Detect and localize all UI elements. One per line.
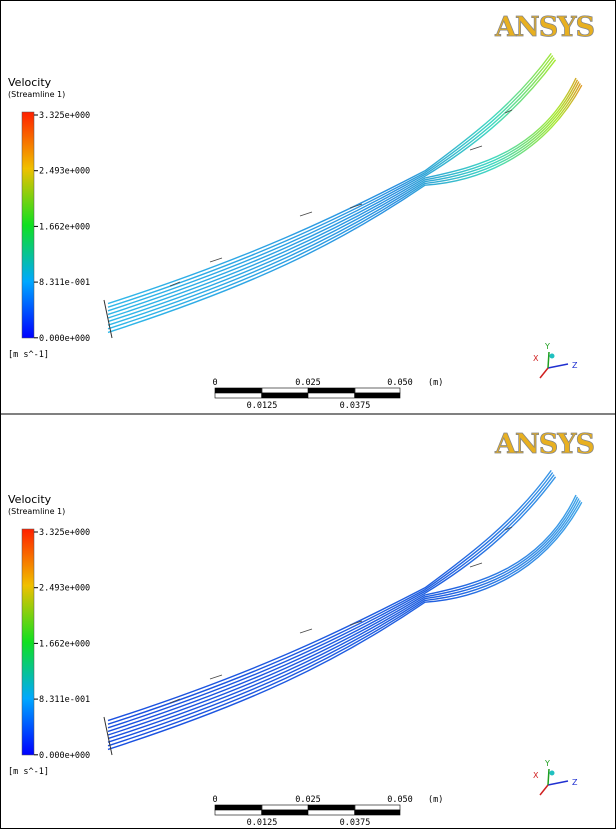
scale-unit: (m)	[428, 795, 443, 805]
streamline	[108, 473, 553, 725]
scale-label: 0.0375	[340, 401, 371, 411]
legend-units: [m s^-1]	[8, 350, 49, 360]
logo: ANSYS	[494, 429, 594, 460]
colorbar-label: 2.493e+000	[39, 167, 90, 177]
streamlines	[108, 53, 582, 332]
colorbar-label: 2.493e+000	[39, 584, 90, 594]
scale-label: 0.050	[387, 378, 413, 388]
axis-origin	[550, 354, 555, 359]
axis-y-label: Y	[544, 342, 550, 351]
streamline	[108, 56, 553, 308]
scale-segment	[355, 805, 400, 810]
scale-segment	[262, 805, 309, 810]
streamline	[108, 475, 554, 728]
streamline	[108, 85, 582, 332]
colorbar-label: 1.662e+000	[39, 639, 90, 649]
axis-x-label: X	[533, 354, 539, 363]
scale-label: 0.025	[295, 378, 321, 388]
streamline	[108, 499, 579, 743]
colorbar-label: 8.311e-001	[39, 278, 90, 288]
streamline	[108, 82, 579, 326]
scale-label: 0.050	[387, 795, 413, 805]
axis-z-label: Z	[572, 778, 578, 787]
scale-label: 0	[212, 378, 217, 388]
scale-label: 0	[212, 795, 217, 805]
scale-segment	[215, 388, 262, 393]
legend-subtitle: (Streamline 1)	[8, 507, 65, 516]
colorbar-label: 3.325e+000	[39, 111, 90, 121]
axis-y	[548, 352, 549, 368]
colorbar-label: 0.000e+000	[39, 751, 90, 761]
axis-x	[540, 368, 548, 378]
colorbar-label: 3.325e+000	[39, 528, 90, 538]
streamline	[108, 83, 580, 328]
axis-origin	[550, 771, 555, 776]
colorbar-label: 1.662e+000	[39, 222, 90, 232]
scale-label: 0.025	[295, 795, 321, 805]
logo: ANSYS	[494, 12, 594, 43]
axis-x-label: X	[533, 771, 539, 780]
colorbar-label: 8.311e-001	[39, 695, 90, 705]
streamline	[108, 470, 551, 720]
legend-title: Velocity	[8, 76, 52, 89]
scale-segment	[308, 810, 355, 815]
wall-outline	[170, 110, 512, 286]
scale-label: 0.0125	[247, 401, 278, 411]
axis-z	[548, 781, 568, 785]
wall-outline	[170, 527, 512, 703]
streamline	[108, 78, 576, 318]
colorbar	[22, 112, 34, 338]
legend-subtitle: (Streamline 1)	[8, 90, 65, 99]
scale-segment	[308, 393, 355, 398]
scale-segment	[355, 810, 400, 815]
streamline	[108, 495, 576, 735]
screenshot: ANSYSVelocity(Streamline 1)3.325e+0002.4…	[0, 0, 616, 829]
legend-units: [m s^-1]	[8, 767, 49, 777]
scale-segment	[355, 393, 400, 398]
scale-segment	[262, 810, 309, 815]
streamline	[108, 58, 554, 311]
streamline	[108, 497, 577, 739]
scale-segment	[262, 388, 309, 393]
streamline	[108, 500, 580, 745]
streamline	[108, 80, 577, 322]
scale-segment	[215, 393, 262, 398]
streamline	[108, 60, 556, 315]
colorbar	[22, 529, 34, 755]
streamlines	[108, 470, 582, 749]
scale-segment	[215, 805, 262, 810]
scale-unit: (m)	[428, 378, 443, 388]
axis-z	[548, 364, 568, 368]
streamline	[108, 502, 582, 749]
scale-segment	[355, 388, 400, 393]
streamline	[108, 477, 556, 732]
streamline	[108, 53, 551, 303]
axis-x	[540, 785, 548, 795]
scale-label: 0.0375	[340, 818, 371, 828]
panel: ANSYS Velocity(Streamline 1) 3.325e+000 2.4…	[8, 12, 594, 411]
scale-label: 0.0125	[247, 818, 278, 828]
axis-y-label: Y	[544, 759, 550, 768]
legend-title: Velocity	[8, 493, 52, 506]
scale-segment	[308, 805, 355, 810]
colorbar-label: 0.000e+000	[39, 334, 90, 344]
axis-y	[548, 769, 549, 785]
scale-segment	[262, 393, 309, 398]
scale-segment	[308, 388, 355, 393]
axis-z-label: Z	[572, 361, 578, 370]
scale-segment	[215, 810, 262, 815]
panel: ANSYS Velocity(Streamline 1) 3.325e+000 2.4…	[8, 429, 594, 828]
